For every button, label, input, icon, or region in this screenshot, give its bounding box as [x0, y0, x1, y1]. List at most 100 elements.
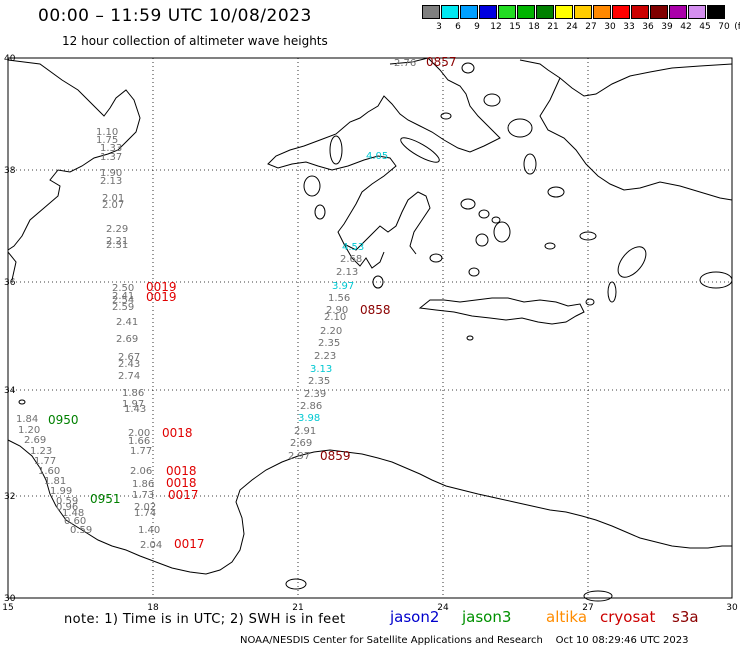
island-andros	[460, 198, 476, 210]
legend-label: 30	[604, 22, 616, 32]
coast-greece	[267, 57, 501, 255]
legend-swatch	[612, 5, 630, 19]
legend-label: 24	[566, 22, 578, 32]
pass-time-label: 0019	[146, 290, 177, 304]
island-euboea	[400, 137, 440, 163]
wave-height-value: 1.86	[132, 479, 154, 490]
island-cyprus-edge	[699, 271, 733, 289]
coast-peloponnese	[343, 243, 385, 269]
wave-height-value: 1.97	[122, 399, 144, 410]
wave-height-value: 1.20	[18, 425, 40, 436]
wave-height-value: 2.97	[288, 451, 310, 462]
wave-height-value: 2.20	[320, 326, 342, 337]
lat-tick-label: 32	[4, 492, 15, 502]
wave-height-value: 0.60	[64, 516, 86, 527]
island-malta	[18, 399, 26, 405]
lon-tick-label: 18	[147, 603, 159, 613]
pass-time-label: 0017	[174, 537, 205, 551]
wave-height-value: 1.75	[96, 135, 118, 146]
satellite-legend-item: jason3	[462, 608, 512, 626]
coast-sicily	[7, 251, 17, 281]
wave-height-value: 2.69	[116, 334, 138, 345]
island-astypalea	[544, 242, 556, 250]
map-title: 00:00 – 11:59 UTC 10/08/2023	[38, 6, 312, 26]
wave-height-value: 0.96	[56, 502, 78, 513]
wave-height-value: 0.59	[56, 496, 78, 507]
legend-label: 12	[490, 22, 502, 32]
wave-height-value: 1.60	[38, 466, 60, 477]
island-kythera	[372, 275, 384, 289]
wave-height-value: 3.97	[332, 281, 354, 292]
wave-height-value: 1.81	[44, 476, 66, 487]
lat-tick-label: 30	[4, 594, 16, 604]
legend-label: 27	[585, 22, 597, 32]
wave-height-value: 1.37	[100, 152, 122, 163]
wave-height-value: 2.91	[294, 426, 316, 437]
lat-tick-label: 40	[4, 54, 16, 64]
island-zakynthos	[314, 204, 326, 220]
legend-swatch	[555, 5, 573, 19]
wave-height-value: 2.59	[112, 302, 134, 313]
wave-height-value: 2.13	[336, 267, 358, 278]
legend-label: 42	[680, 22, 692, 32]
pass-time-label: 0858	[360, 303, 391, 317]
wave-height-value: 1.48	[62, 508, 84, 519]
wave-height-value: 0.59	[70, 525, 92, 536]
wave-height-value: 1.99	[50, 486, 72, 497]
legend-swatch	[517, 5, 535, 19]
satellite-legend-item: jason2	[390, 608, 440, 626]
wave-height-value: 4.53	[342, 242, 364, 253]
wave-height-value: 1.43	[124, 404, 146, 415]
map-subtitle: 12 hour collection of altimeter wave hei…	[62, 34, 328, 48]
legend-swatch	[593, 5, 611, 19]
wave-height-value: 2.74	[118, 371, 140, 382]
wave-height-value: 2.76	[394, 58, 416, 69]
wave-height-value: 2.41	[116, 317, 138, 328]
pass-time-label: 0019	[146, 280, 177, 294]
wave-height-value: 2.50	[112, 283, 134, 294]
wave-height-value: 1.10	[96, 127, 118, 138]
pass-time-label: 0017	[168, 488, 199, 502]
lon-tick-label: 21	[292, 603, 303, 613]
island-lesbos	[507, 118, 533, 138]
legend-label: 9	[474, 22, 480, 32]
lon-tick-label: 15	[2, 603, 13, 613]
wave-height-value: 2.31	[106, 240, 128, 251]
island-kefalonia	[303, 175, 321, 197]
legend-swatch	[631, 5, 649, 19]
lat-tick-label: 38	[4, 166, 16, 176]
wave-height-value: 1.74	[134, 508, 156, 519]
generation-timestamp: Oct 10 08:29:46 UTC 2023	[555, 635, 689, 646]
lat-tick-label: 36	[4, 278, 16, 288]
wave-height-value: 2.01	[102, 193, 124, 204]
wave-height-value: 2.04	[140, 540, 162, 551]
island-naxos	[493, 221, 511, 243]
island-karpathos	[607, 281, 617, 303]
island-rhodes	[617, 246, 647, 278]
wave-height-value: 2.68	[340, 254, 362, 265]
legend-label: 70	[718, 22, 730, 32]
island-milos	[429, 253, 443, 263]
wave-height-value: 2.21	[106, 236, 128, 247]
wave-height-value: 2.69	[290, 438, 312, 449]
wave-height-value: 2.41	[112, 291, 134, 302]
legend-swatch	[688, 5, 706, 19]
wave-height-value: 1.33	[100, 143, 122, 154]
wave-height-value: 1.84	[16, 414, 38, 425]
island-tinos	[478, 209, 490, 219]
wave-height-value: 2.29	[106, 224, 128, 235]
legend-label: 15	[509, 22, 521, 32]
wave-height-value: 2.39	[304, 389, 326, 400]
credit-line: NOAA/NESDIS Center for Satellite Applica…	[240, 635, 689, 646]
wave-height-value: 2.35	[318, 338, 340, 349]
island-chios	[523, 153, 537, 175]
legend-label: 45	[699, 22, 711, 32]
wave-height-value: 1.77	[130, 446, 152, 457]
legend-label: 3	[436, 22, 442, 32]
wave-height-value: 2.35	[308, 376, 330, 387]
legend-label: 33	[623, 22, 635, 32]
coast-turkey	[519, 59, 733, 97]
legend-label: 21	[547, 22, 559, 32]
wave-height-value: 2.13	[100, 176, 122, 187]
